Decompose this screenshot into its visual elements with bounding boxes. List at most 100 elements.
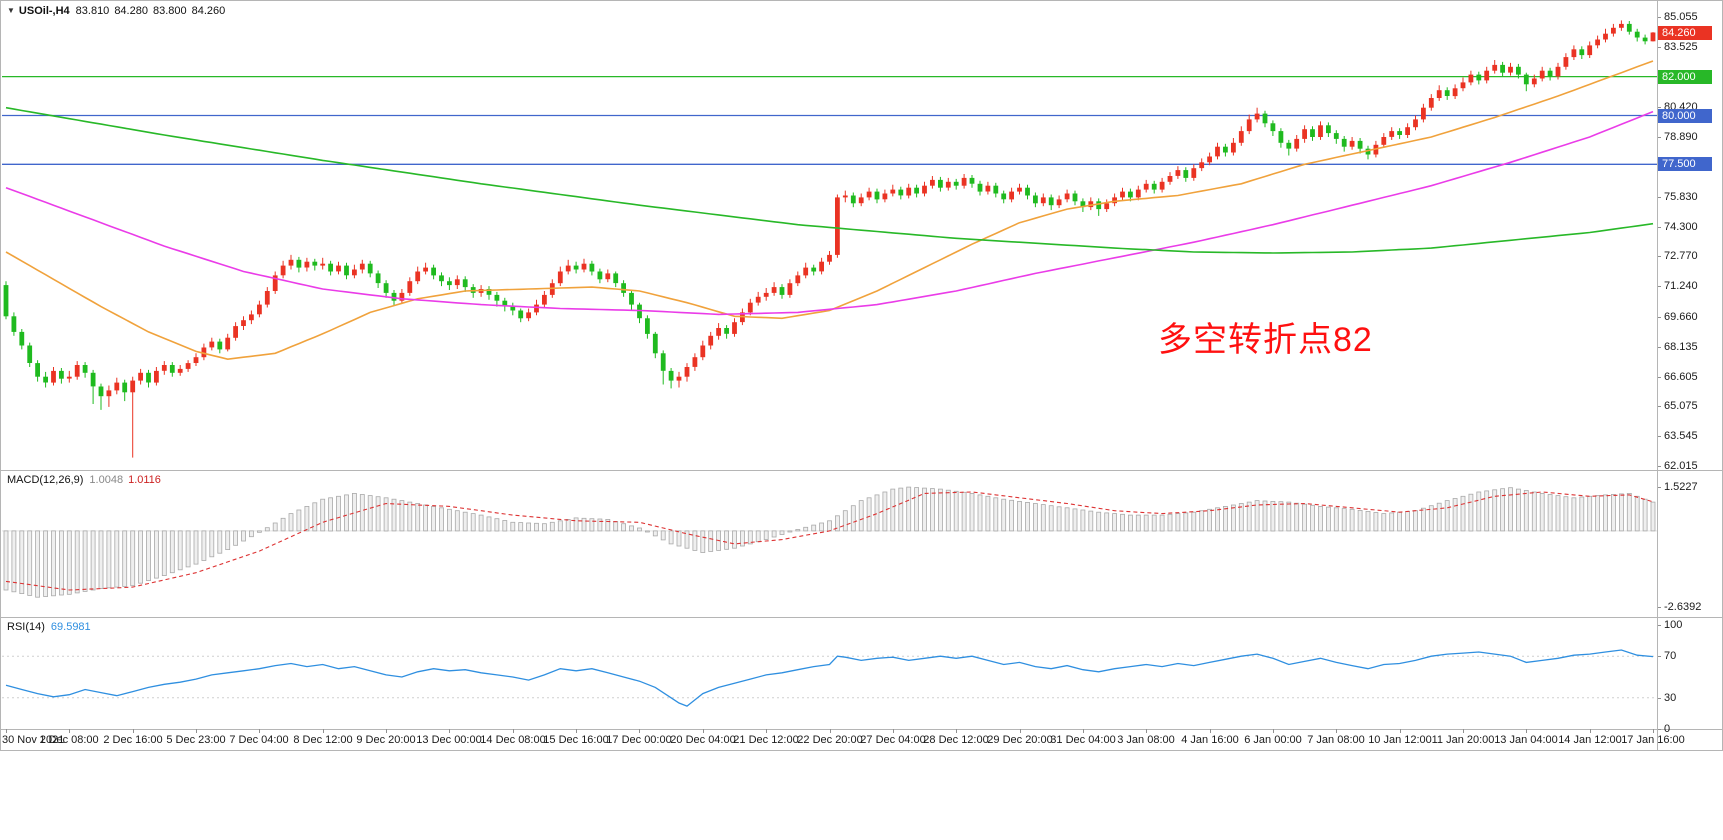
time-tick-mark	[1336, 729, 1337, 733]
time-tick-mark	[386, 729, 387, 733]
time-tick-label: 5 Dec 23:00	[166, 734, 226, 746]
price-tick-mark	[1657, 487, 1661, 488]
rsi-panel[interactable]	[2, 618, 1657, 729]
price-tick-mark	[1657, 607, 1661, 608]
time-tick-label: 22 Dec 20:00	[797, 734, 863, 746]
time-tick-mark	[133, 729, 134, 733]
price-axis[interactable]: 85.055 83.525 80.420 78.890 75.830 74.300 72.7…	[1657, 0, 1723, 751]
time-tick-label: 13 Dec 00:00	[416, 734, 482, 746]
price-tick-label: 78.890	[1664, 131, 1698, 143]
price-tick-mark	[1657, 286, 1661, 287]
time-tick-label: 3 Jan 08:00	[1117, 734, 1175, 746]
hline-price-tag-77.500[interactable]: 77.500	[1658, 157, 1712, 171]
price-tick-label: 65.075	[1664, 400, 1698, 412]
time-tick-mark	[1526, 729, 1527, 733]
price-tick-mark	[1657, 17, 1661, 18]
price-tick-mark	[1657, 347, 1661, 348]
time-tick-label: 29 Dec 20:00	[987, 734, 1053, 746]
time-tick-mark	[259, 729, 260, 733]
price-tick-label: 75.830	[1664, 191, 1698, 203]
macd-signal-line	[5, 491, 1654, 591]
time-tick-mark	[196, 729, 197, 733]
macd-tick-label: -2.6392	[1664, 601, 1702, 613]
time-tick-mark	[1463, 729, 1464, 733]
ma-fast-orange	[5, 60, 1654, 361]
macd-panel[interactable]	[2, 471, 1657, 617]
price-tick-mark	[1657, 729, 1661, 730]
time-tick-mark	[766, 729, 767, 733]
hline-price-tag-80.000[interactable]: 80.000	[1658, 109, 1712, 123]
time-tick-label: 20 Dec 04:00	[670, 734, 736, 746]
price-tick-label: 85.055	[1664, 11, 1698, 23]
price-tick-mark	[1657, 377, 1661, 378]
price-tick-mark	[1657, 137, 1661, 138]
time-tick-mark	[1210, 729, 1211, 733]
macd-tick-label: 1.5227	[1664, 481, 1698, 493]
main-chart-panel[interactable]	[2, 2, 1657, 470]
time-tick-mark	[323, 729, 324, 733]
time-tick-mark	[1590, 729, 1591, 733]
time-tick-label: 28 Dec 12:00	[923, 734, 989, 746]
macd-hist-value: 1.0048	[89, 474, 124, 486]
price-tick-label: 69.660	[1664, 311, 1698, 323]
time-tick-label: 31 Dec 04:00	[1050, 734, 1116, 746]
macd-histogram-layer	[3, 486, 1656, 598]
axis-separator-line	[1657, 0, 1658, 751]
hline-price-tag-82.000[interactable]: 82.000	[1658, 70, 1712, 84]
time-tick-label: 10 Jan 12:00	[1368, 734, 1432, 746]
panel-divider[interactable]	[0, 617, 1723, 618]
ma-mid-magenta	[5, 110, 1654, 316]
ma-slow-green	[5, 106, 1654, 254]
time-tick-mark	[1020, 729, 1021, 733]
panel-divider	[0, 729, 1723, 730]
price-tick-label: 68.135	[1664, 341, 1698, 353]
price-tick-label: 62.015	[1664, 460, 1698, 472]
time-tick-label: 14 Jan 12:00	[1558, 734, 1622, 746]
time-tick-label: 13 Jan 04:00	[1494, 734, 1558, 746]
horizontal-lines-layer[interactable]	[2, 75, 1657, 165]
time-tick-label: 4 Jan 16:00	[1181, 734, 1239, 746]
price-tick-mark	[1657, 107, 1661, 108]
price-tick-label: 83.525	[1664, 41, 1698, 53]
time-tick-mark	[513, 729, 514, 733]
time-tick-mark	[6, 729, 7, 733]
time-tick-mark	[1273, 729, 1274, 733]
time-tick-label: 8 Dec 12:00	[293, 734, 353, 746]
time-tick-label: 11 Jan 20:00	[1431, 734, 1495, 746]
candles-layer	[3, 20, 1656, 458]
rsi-tick-label: 0	[1664, 723, 1671, 735]
price-tick-mark	[1657, 656, 1661, 657]
time-axis[interactable]: 30 Nov 2021 1 Dec 08:00 2 Dec 16:00 5 Dec 2…	[0, 729, 1723, 750]
time-tick-label: 17 Jan 16:00	[1621, 734, 1685, 746]
time-tick-label: 30 Nov 2021	[2, 734, 65, 746]
time-tick-mark	[639, 729, 640, 733]
time-tick-mark	[893, 729, 894, 733]
time-tick-mark	[1653, 729, 1654, 733]
price-tick-label: 72.770	[1664, 250, 1698, 262]
open-value: 83.810	[75, 5, 110, 17]
price-tick-mark	[1657, 406, 1661, 407]
time-tick-mark	[703, 729, 704, 733]
time-tick-label: 14 Dec 08:00	[480, 734, 546, 746]
time-tick-mark	[1146, 729, 1147, 733]
rsi-value: 69.5981	[50, 621, 91, 633]
price-tick-mark	[1657, 227, 1661, 228]
time-tick-mark	[1400, 729, 1401, 733]
time-tick-mark	[576, 729, 577, 733]
macd-label: MACD(12,26,9) 1.0048 1.0116	[7, 474, 161, 486]
price-tick-mark	[1657, 466, 1661, 467]
price-tick-label: 74.300	[1664, 221, 1698, 233]
rsi-tick-label: 70	[1664, 650, 1677, 662]
chart-annotation-text[interactable]: 多空转折点82	[1158, 321, 1373, 359]
low-value: 83.800	[152, 5, 187, 17]
price-tick-mark	[1657, 436, 1661, 437]
symbol-dropdown-icon[interactable]: ▼	[7, 6, 15, 15]
price-tick-mark	[1657, 197, 1661, 198]
time-tick-mark	[449, 729, 450, 733]
price-tick-mark	[1657, 256, 1661, 257]
time-tick-label: 2 Dec 16:00	[103, 734, 163, 746]
rsi-label: RSI(14) 69.5981	[7, 621, 91, 633]
panel-divider[interactable]	[0, 470, 1723, 471]
time-tick-label: 17 Dec 00:00	[606, 734, 672, 746]
time-tick-label: 7 Jan 08:00	[1307, 734, 1365, 746]
